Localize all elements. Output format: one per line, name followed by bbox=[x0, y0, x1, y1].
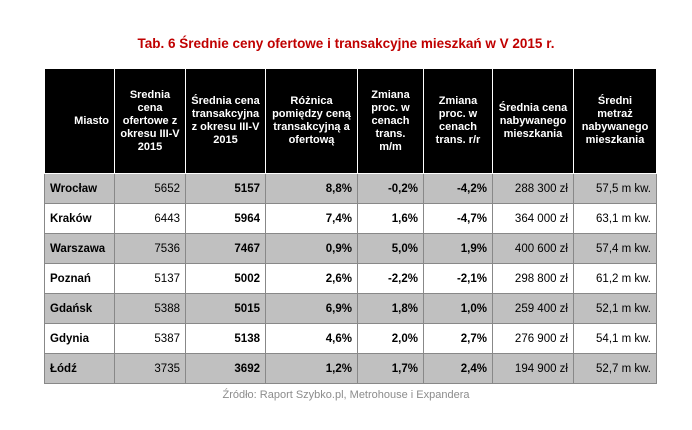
value-cell: 2,4% bbox=[423, 353, 493, 384]
value-cell: 5652 bbox=[114, 173, 186, 204]
value-cell: 5387 bbox=[114, 323, 186, 354]
price-table: Miasto Srednia cena ofertowe z okresu III… bbox=[44, 68, 657, 384]
value-cell: 52,1 m kw. bbox=[573, 293, 657, 324]
value-cell: 1,7% bbox=[357, 353, 424, 384]
column-header: Średnia cena nabywanego mieszkania bbox=[492, 68, 574, 174]
value-cell: -0,2% bbox=[357, 173, 424, 204]
value-cell: 5015 bbox=[185, 293, 266, 324]
value-cell: 7536 bbox=[114, 233, 186, 264]
value-cell: 259 400 zł bbox=[492, 293, 574, 324]
city-cell: Poznań bbox=[44, 263, 115, 294]
value-cell: 5138 bbox=[185, 323, 266, 354]
value-cell: 5,0% bbox=[357, 233, 424, 264]
value-cell: 3692 bbox=[185, 353, 266, 384]
value-cell: 52,7 m kw. bbox=[573, 353, 657, 384]
value-cell: 2,0% bbox=[357, 323, 424, 354]
value-cell: 1,6% bbox=[357, 203, 424, 234]
value-cell: 1,8% bbox=[357, 293, 424, 324]
value-cell: 288 300 zł bbox=[492, 173, 574, 204]
value-cell: 0,9% bbox=[265, 233, 358, 264]
value-cell: 57,5 m kw. bbox=[573, 173, 657, 204]
column-header: Średnia cena transakcyjna z okresu III-V… bbox=[185, 68, 266, 174]
table-row: Warszawa 7536 7467 0,9% 5,0% 1,9% 400 600 zł 57… bbox=[44, 233, 657, 264]
value-cell: 5137 bbox=[114, 263, 186, 294]
table-row: Gdynia 5387 5138 4,6% 2,0% 2,7% 276 900 zł 54,1… bbox=[44, 323, 657, 354]
table-body: Wrocław 5652 5157 8,8% -0,2% -4,2% 288 300 zł 5… bbox=[44, 173, 657, 384]
table-row: Wrocław 5652 5157 8,8% -0,2% -4,2% 288 300 zł 5… bbox=[44, 173, 657, 204]
source-note: Źródło: Raport Szybko.pl, Metrohouse i E… bbox=[222, 389, 470, 401]
city-cell: Gdańsk bbox=[44, 293, 115, 324]
value-cell: -4,2% bbox=[423, 173, 493, 204]
table-row: Poznań 5137 5002 2,6% -2,2% -2,1% 298 800 zł 61… bbox=[44, 263, 657, 294]
table-row: Kraków 6443 5964 7,4% 1,6% -4,7% 364 000 zł 63,… bbox=[44, 203, 657, 234]
column-header: Zmiana proc. w cenach trans. m/m bbox=[357, 68, 424, 174]
value-cell: 54,1 m kw. bbox=[573, 323, 657, 354]
value-cell: 4,6% bbox=[265, 323, 358, 354]
value-cell: 2,6% bbox=[265, 263, 358, 294]
value-cell: 1,2% bbox=[265, 353, 358, 384]
value-cell: 8,8% bbox=[265, 173, 358, 204]
value-cell: 364 000 zł bbox=[492, 203, 574, 234]
value-cell: 194 900 zł bbox=[492, 353, 574, 384]
value-cell: 5964 bbox=[185, 203, 266, 234]
city-cell: Łódź bbox=[44, 353, 115, 384]
value-cell: 298 800 zł bbox=[492, 263, 574, 294]
value-cell: 57,4 m kw. bbox=[573, 233, 657, 264]
city-cell: Kraków bbox=[44, 203, 115, 234]
column-header: Średni metraż nabywanego mieszkania bbox=[573, 68, 657, 174]
value-cell: 5388 bbox=[114, 293, 186, 324]
value-cell: 3735 bbox=[114, 353, 186, 384]
value-cell: 400 600 zł bbox=[492, 233, 574, 264]
table-row: Łódź 3735 3692 1,2% 1,7% 2,4% 194 900 zł 52,7 m… bbox=[44, 353, 657, 384]
city-cell: Wrocław bbox=[44, 173, 115, 204]
value-cell: 6,9% bbox=[265, 293, 358, 324]
value-cell: 63,1 m kw. bbox=[573, 203, 657, 234]
table-row: Gdańsk 5388 5015 6,9% 1,8% 1,0% 259 400 zł 52,1… bbox=[44, 293, 657, 324]
value-cell: 2,7% bbox=[423, 323, 493, 354]
value-cell: 6443 bbox=[114, 203, 186, 234]
table-title: Tab. 6 Średnie ceny ofertowe i transakcy… bbox=[137, 36, 555, 51]
header-row: Miasto Srednia cena ofertowe z okresu III… bbox=[44, 68, 657, 174]
value-cell: 7467 bbox=[185, 233, 266, 264]
value-cell: 1,0% bbox=[423, 293, 493, 324]
column-header: Srednia cena ofertowe z okresu III-V 201… bbox=[114, 68, 186, 174]
city-cell: Warszawa bbox=[44, 233, 115, 264]
value-cell: 5157 bbox=[185, 173, 266, 204]
city-cell: Gdynia bbox=[44, 323, 115, 354]
column-header: Miasto bbox=[44, 68, 115, 174]
value-cell: 7,4% bbox=[265, 203, 358, 234]
column-header: Różnica pomiędzy ceną transakcyjną a ofe… bbox=[265, 68, 358, 174]
value-cell: 61,2 m kw. bbox=[573, 263, 657, 294]
value-cell: 276 900 zł bbox=[492, 323, 574, 354]
value-cell: -4,7% bbox=[423, 203, 493, 234]
value-cell: 5002 bbox=[185, 263, 266, 294]
value-cell: -2,2% bbox=[357, 263, 424, 294]
value-cell: 1,9% bbox=[423, 233, 493, 264]
value-cell: -2,1% bbox=[423, 263, 493, 294]
column-header: Zmiana proc. w cenach trans. r/r bbox=[423, 68, 493, 174]
